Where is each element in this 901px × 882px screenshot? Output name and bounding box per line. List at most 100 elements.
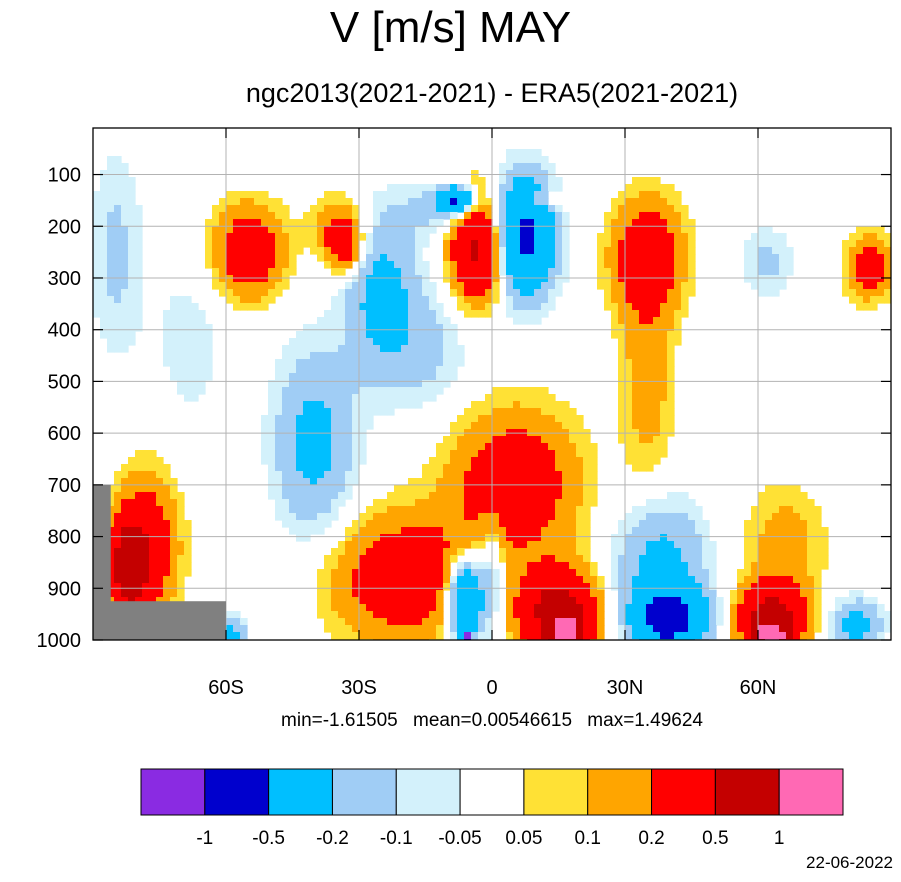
field-cell — [170, 576, 178, 584]
field-cell — [520, 212, 528, 220]
field-cell — [513, 247, 521, 255]
field-cell — [289, 352, 297, 360]
field-cell — [345, 450, 353, 458]
field-cell — [849, 625, 857, 633]
field-cell — [646, 513, 654, 521]
field-cell — [653, 499, 661, 507]
field-cell — [527, 247, 535, 255]
field-cell — [786, 583, 794, 591]
field-cell — [366, 569, 374, 577]
field-cell — [884, 289, 891, 297]
field-cell — [436, 464, 444, 472]
field-cell — [660, 450, 668, 458]
field-cell — [352, 520, 360, 528]
field-cell — [646, 555, 654, 563]
field-cell — [653, 212, 661, 220]
field-cell — [457, 261, 465, 269]
field-cell — [422, 191, 430, 199]
field-cell — [478, 492, 486, 500]
field-cell — [478, 184, 486, 192]
field-cell — [562, 590, 570, 598]
field-cell — [534, 408, 542, 416]
field-cell — [884, 296, 891, 304]
field-cell — [527, 177, 535, 185]
field-cell — [478, 226, 486, 234]
field-cell — [429, 394, 437, 402]
field-cell — [366, 282, 374, 290]
field-cell — [282, 415, 290, 423]
field-cell — [695, 576, 703, 584]
field-cell — [233, 191, 241, 199]
field-cell — [373, 632, 381, 640]
field-cell — [408, 387, 416, 395]
field-cell — [667, 555, 675, 563]
field-cell — [121, 275, 129, 283]
field-cell — [513, 436, 521, 444]
field-cell — [443, 562, 451, 570]
field-cell — [128, 590, 136, 598]
field-cell — [653, 352, 661, 360]
field-cell — [506, 415, 514, 423]
field-cell — [681, 604, 689, 612]
field-cell — [226, 191, 234, 199]
field-cell — [884, 233, 891, 241]
field-cell — [436, 597, 444, 605]
field-cell — [247, 233, 255, 241]
field-cell — [639, 268, 647, 276]
field-cell — [660, 345, 668, 353]
field-cell — [387, 611, 395, 619]
field-cell — [485, 415, 493, 423]
field-cell — [667, 261, 675, 269]
field-cell — [821, 534, 829, 542]
field-cell — [464, 471, 472, 479]
field-cell — [352, 240, 360, 248]
field-cell — [275, 380, 283, 388]
field-cell — [121, 219, 129, 227]
field-cell — [464, 184, 472, 192]
field-cell — [625, 597, 633, 605]
field-cell — [534, 289, 542, 297]
field-cell — [513, 261, 521, 269]
field-cell — [345, 212, 353, 220]
field-cell — [492, 443, 500, 451]
field-cell — [198, 359, 206, 367]
field-cell — [653, 450, 661, 458]
field-cell — [506, 282, 514, 290]
field-cell — [548, 170, 556, 178]
field-cell — [191, 380, 199, 388]
field-cell — [149, 513, 157, 521]
field-cell — [275, 387, 283, 395]
field-cell — [114, 527, 122, 535]
field-cell — [100, 198, 108, 206]
field-cell — [660, 219, 668, 227]
field-cell — [681, 247, 689, 255]
field-cell — [639, 296, 647, 304]
field-cell — [576, 541, 584, 549]
field-cell — [688, 275, 696, 283]
field-cell — [548, 296, 556, 304]
field-cell — [555, 240, 563, 248]
field-cell — [135, 471, 143, 479]
field-cell — [345, 317, 353, 325]
field-cell — [324, 226, 332, 234]
field-cell — [758, 261, 766, 269]
field-cell — [338, 205, 346, 213]
field-cell — [681, 289, 689, 297]
field-cell — [765, 282, 773, 290]
field-cell — [653, 205, 661, 213]
field-cell — [660, 296, 668, 304]
field-cell — [618, 212, 626, 220]
field-cell — [870, 618, 878, 626]
field-cell — [317, 443, 325, 451]
field-cell — [429, 457, 437, 465]
field-cell — [436, 184, 444, 192]
field-cell — [170, 499, 178, 507]
field-cell — [478, 198, 486, 206]
field-cell — [128, 527, 136, 535]
field-cell — [380, 499, 388, 507]
field-cell — [275, 205, 283, 213]
field-cell — [177, 590, 185, 598]
field-cell — [667, 289, 675, 297]
field-cell — [345, 583, 353, 591]
